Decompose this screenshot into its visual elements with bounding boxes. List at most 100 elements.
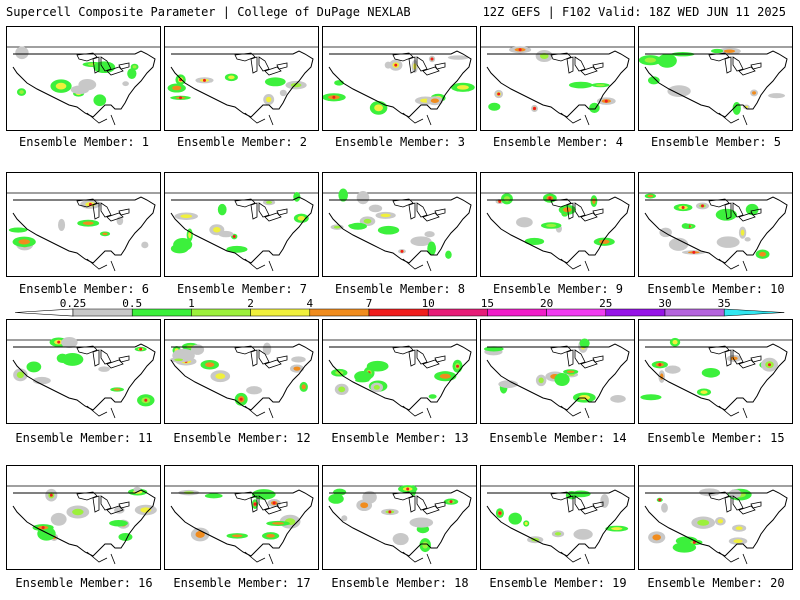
map-panel xyxy=(638,465,793,570)
scp-contour xyxy=(427,241,437,256)
scp-contour xyxy=(759,251,767,257)
great-lakes xyxy=(550,198,572,208)
scp-contour xyxy=(548,196,552,200)
scp-contour xyxy=(204,493,223,499)
scp-contour xyxy=(579,338,590,348)
great-lakes xyxy=(416,56,428,72)
scp-contour xyxy=(374,104,383,112)
great-lakes xyxy=(750,501,762,509)
scp-contour xyxy=(26,361,42,373)
great-lakes xyxy=(566,202,574,220)
scp-contour xyxy=(231,534,243,538)
scp-contour xyxy=(272,501,276,505)
scp-contour xyxy=(61,337,78,349)
member-caption: Ensemble Member: 9 xyxy=(492,282,624,296)
scp-contour xyxy=(768,93,786,99)
scp-contour xyxy=(611,527,623,531)
coastline xyxy=(244,258,274,272)
scp-contour xyxy=(93,61,116,74)
great-lakes xyxy=(550,52,572,62)
scp-contour xyxy=(217,203,227,216)
coastline xyxy=(328,50,472,118)
great-lakes xyxy=(422,359,440,369)
great-lakes xyxy=(408,202,416,220)
scp-contour xyxy=(172,85,182,91)
us-map xyxy=(165,192,318,272)
great-lakes xyxy=(566,56,574,74)
great-lakes xyxy=(234,491,256,501)
us-map xyxy=(165,485,318,565)
scp-contour xyxy=(538,377,544,384)
scp-contour xyxy=(377,225,400,235)
member-caption: Ensemble Member: 14 xyxy=(489,431,627,445)
great-lakes xyxy=(434,62,446,70)
great-lakes xyxy=(250,202,258,220)
scp-contour xyxy=(195,531,205,538)
scp-contour xyxy=(484,346,504,352)
scp-contour xyxy=(524,521,528,526)
great-lakes xyxy=(574,349,586,365)
member-caption: Ensemble Member: 16 xyxy=(15,576,153,590)
scp-contour xyxy=(456,364,460,368)
member-caption: Ensemble Member: 17 xyxy=(173,576,311,590)
scp-contour xyxy=(644,57,657,63)
scp-contour xyxy=(456,85,469,90)
scp-contour xyxy=(668,237,689,251)
scp-contour xyxy=(18,239,31,245)
great-lakes xyxy=(708,345,730,355)
great-lakes xyxy=(592,501,604,509)
scp-contour xyxy=(503,196,510,202)
scp-contour xyxy=(647,76,660,85)
map-panel xyxy=(6,172,161,277)
scp-contour xyxy=(661,502,668,513)
great-lakes xyxy=(250,495,258,513)
scp-contour xyxy=(93,94,107,107)
scp-contour xyxy=(717,519,724,524)
scp-contour xyxy=(140,507,152,513)
great-lakes xyxy=(276,208,288,216)
coastline xyxy=(170,50,314,118)
scp-contour xyxy=(262,342,272,356)
great-lakes xyxy=(106,359,124,369)
scp-contour xyxy=(424,231,435,238)
scp-contour xyxy=(672,340,678,345)
scp-contour xyxy=(239,397,243,401)
scp-contour xyxy=(744,237,751,242)
legend-swatch xyxy=(72,308,133,317)
great-lakes xyxy=(708,198,730,208)
scp-contour xyxy=(554,532,562,536)
great-lakes xyxy=(276,501,288,509)
great-lakes xyxy=(416,349,428,365)
map-panel xyxy=(322,465,477,570)
great-lakes xyxy=(434,208,446,216)
legend-tick-label: 25 xyxy=(599,297,613,310)
coastline xyxy=(644,196,788,264)
great-lakes xyxy=(550,345,572,355)
scp-contour xyxy=(640,394,662,401)
legend-tick-label: 2 xyxy=(247,297,254,310)
scp-contour xyxy=(672,542,697,553)
great-lakes xyxy=(100,56,112,72)
us-map xyxy=(639,485,792,565)
great-lakes xyxy=(592,355,604,363)
great-lakes xyxy=(250,349,258,367)
great-lakes xyxy=(250,56,258,74)
great-lakes xyxy=(732,495,744,511)
great-lakes xyxy=(234,198,256,208)
great-lakes xyxy=(234,52,256,62)
great-lakes xyxy=(100,495,112,511)
scp-contour xyxy=(508,512,522,525)
map-panel xyxy=(322,26,477,131)
scp-contour xyxy=(600,494,609,508)
scp-contour xyxy=(445,250,452,259)
coastline xyxy=(644,343,788,411)
scp-contour xyxy=(266,200,273,204)
scp-contour xyxy=(293,366,301,371)
great-lakes xyxy=(422,212,440,222)
scp-contour xyxy=(610,394,626,403)
scp-contour xyxy=(291,356,306,363)
scp-contour xyxy=(170,243,189,254)
scp-contour xyxy=(430,57,434,61)
scp-contour xyxy=(109,520,128,527)
scp-contour xyxy=(246,386,263,395)
